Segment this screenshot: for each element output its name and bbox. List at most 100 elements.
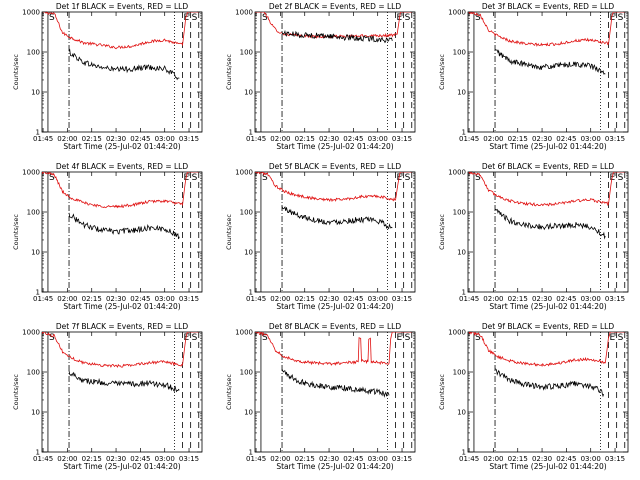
lld-series-line	[42, 332, 199, 368]
x-tick-label: 02:00	[483, 135, 503, 143]
x-axis-label: Start Time (25-Jul-02 01:44:20)	[276, 142, 393, 151]
time-marker-label: S	[618, 333, 624, 343]
detector-panel: Det 7f BLACK = Events, RED = LLD 1 10 100 10…	[12, 322, 203, 471]
y-tick-label: 10	[31, 409, 40, 417]
y-tick-label: 1	[249, 129, 253, 137]
y-tick-label: 10	[31, 249, 40, 257]
y-tick-label: 1	[462, 289, 466, 297]
y-tick-label: 10	[244, 409, 253, 417]
time-marker-label: S	[618, 13, 624, 23]
x-tick-label: 02:45	[130, 135, 150, 143]
x-tick-label: 01:45	[33, 455, 53, 463]
x-tick-label: 02:45	[556, 295, 576, 303]
y-axis-label: Counts/sec	[225, 214, 233, 250]
panel-title: Det 6f BLACK = Events, RED = LLD	[482, 162, 615, 171]
x-tick-label: 02:00	[270, 455, 290, 463]
x-tick-label: 02:45	[343, 135, 363, 143]
y-tick-label: 1000	[448, 9, 466, 17]
lld-series-line	[468, 332, 625, 368]
lld-series-line	[255, 332, 412, 366]
x-tick-label: 03:15	[179, 455, 199, 463]
y-axis-label: Counts/sec	[225, 54, 233, 90]
time-marker-label: E	[397, 173, 403, 183]
y-tick-label: 1	[36, 449, 40, 457]
detector-panel: Det 1f BLACK = Events, RED = LLD 1 10 100 10…	[12, 2, 203, 151]
x-tick-label: 01:45	[246, 295, 266, 303]
x-tick-label: 02:00	[270, 135, 290, 143]
time-marker-label: S	[405, 333, 411, 343]
y-tick-label: 10	[457, 409, 466, 417]
y-tick-label: 1000	[235, 169, 253, 177]
x-tick-label: 02:45	[556, 135, 576, 143]
x-tick-label: 03:15	[605, 135, 625, 143]
y-tick-label: 1000	[235, 329, 253, 337]
x-tick-label: 02:30	[106, 135, 126, 143]
y-tick-label: 100	[240, 369, 253, 377]
x-tick-label: 03:00	[155, 135, 175, 143]
detector-panel: Det 4f BLACK = Events, RED = LLD 1 10 100 10…	[12, 162, 203, 311]
y-tick-label: 1000	[22, 329, 40, 337]
x-tick-label: 02:15	[295, 135, 315, 143]
x-tick-label: 02:30	[532, 455, 552, 463]
x-tick-label: 02:30	[532, 135, 552, 143]
time-marker-label: E	[610, 13, 616, 23]
lld-series-line	[255, 172, 412, 203]
events-series-line	[68, 48, 180, 81]
x-tick-label: 02:45	[130, 455, 150, 463]
plot-frame	[254, 171, 416, 293]
panel-title: Det 4f BLACK = Events, RED = LLD	[56, 162, 189, 171]
x-tick-label: 02:00	[57, 135, 77, 143]
x-tick-label: 02:45	[556, 455, 576, 463]
y-tick-label: 100	[453, 209, 466, 217]
y-tick-label: 100	[453, 369, 466, 377]
time-marker-label: S	[262, 173, 268, 183]
y-tick-label: 1	[36, 129, 40, 137]
x-tick-label: 03:00	[581, 295, 601, 303]
lld-series-line	[468, 172, 625, 207]
time-marker-label: E	[184, 13, 190, 23]
y-tick-label: 1000	[22, 169, 40, 177]
x-tick-label: 03:00	[155, 295, 175, 303]
x-tick-label: 03:00	[581, 135, 601, 143]
x-tick-label: 03:00	[368, 295, 388, 303]
x-tick-label: 03:15	[392, 135, 412, 143]
events-series-line	[494, 49, 606, 75]
y-axis-label: Counts/sec	[12, 374, 20, 410]
detector-panel: Det 5f BLACK = Events, RED = LLD 1 10 100 10…	[225, 162, 416, 311]
events-series-line	[495, 368, 605, 398]
panel-title: Det 8f BLACK = Events, RED = LLD	[269, 322, 402, 331]
y-axis-label: Counts/sec	[438, 374, 446, 410]
time-marker-label: S	[262, 13, 268, 23]
events-series-line	[281, 368, 390, 398]
x-tick-label: 03:00	[581, 455, 601, 463]
y-tick-label: 1	[249, 449, 253, 457]
x-tick-label: 01:45	[459, 135, 479, 143]
lld-series-line	[468, 12, 625, 47]
y-axis-label: Counts/sec	[12, 214, 20, 250]
x-tick-label: 02:30	[319, 295, 339, 303]
plot-frame	[467, 11, 629, 133]
panel-title: Det 9f BLACK = Events, RED = LLD	[482, 322, 615, 331]
x-tick-label: 02:45	[130, 295, 150, 303]
x-tick-label: 02:15	[82, 455, 102, 463]
x-axis-label: Start Time (25-Jul-02 01:44:20)	[489, 142, 606, 151]
lld-series-line	[42, 12, 199, 50]
time-marker-label: S	[192, 13, 198, 23]
y-tick-label: 100	[27, 49, 40, 57]
x-tick-label: 03:00	[155, 455, 175, 463]
x-tick-label: 02:15	[82, 135, 102, 143]
plot-frame	[254, 11, 416, 133]
x-tick-label: 02:15	[508, 295, 528, 303]
x-axis-label: Start Time (25-Jul-02 01:44:20)	[63, 302, 180, 311]
x-axis-label: Start Time (25-Jul-02 01:44:20)	[63, 462, 180, 471]
time-marker-label: S	[475, 333, 481, 343]
x-tick-label: 01:45	[246, 135, 266, 143]
x-tick-label: 03:15	[392, 455, 412, 463]
x-tick-label: 02:00	[57, 295, 77, 303]
x-tick-label: 03:15	[605, 455, 625, 463]
x-tick-label: 02:00	[483, 295, 503, 303]
plot-frame	[41, 171, 203, 293]
x-tick-label: 03:15	[392, 295, 412, 303]
time-marker-label: S	[475, 173, 481, 183]
